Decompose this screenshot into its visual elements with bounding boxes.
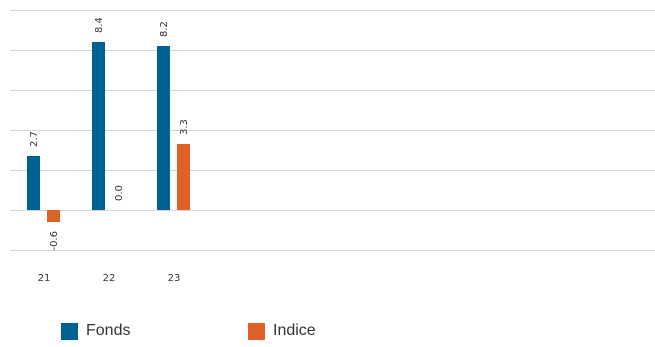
legend-label-fonds: Fonds — [86, 322, 131, 339]
data-label-fonds-23: 8.2 — [159, 21, 170, 37]
legend-label-indice: Indice — [273, 322, 316, 339]
bar-indice-23 — [177, 144, 190, 210]
data-label-fonds-22: 8.4 — [94, 17, 105, 33]
data-label-fonds-21: 2.7 — [29, 131, 40, 147]
bar-fonds-21 — [27, 156, 40, 210]
legend-item-indice: Indice — [248, 322, 316, 340]
data-label-indice-21: -0.6 — [49, 231, 60, 251]
bar-chart: 2.7 -0.6 8.4 0.0 8.2 3.3 21 22 23 — [10, 10, 655, 284]
x-tick-label-22: 22 — [103, 273, 116, 284]
legend-swatch-indice — [248, 322, 265, 340]
data-label-indice-22: 0.0 — [114, 185, 125, 201]
gridlines — [10, 10, 655, 251]
bars — [27, 42, 190, 222]
legend-swatch-fonds — [61, 322, 78, 340]
legend-item-fonds: Fonds — [61, 322, 130, 340]
legend: Fonds Indice — [61, 322, 641, 344]
data-label-indice-23: 3.3 — [179, 119, 190, 135]
bar-fonds-22 — [92, 42, 105, 210]
bar-fonds-23 — [157, 46, 170, 210]
x-tick-label-23: 23 — [168, 273, 181, 284]
data-labels: 2.7 -0.6 8.4 0.0 8.2 3.3 — [29, 17, 190, 250]
x-tick-label-21: 21 — [38, 273, 51, 284]
x-tick-labels: 21 22 23 — [38, 273, 181, 284]
bar-indice-21 — [47, 210, 60, 222]
